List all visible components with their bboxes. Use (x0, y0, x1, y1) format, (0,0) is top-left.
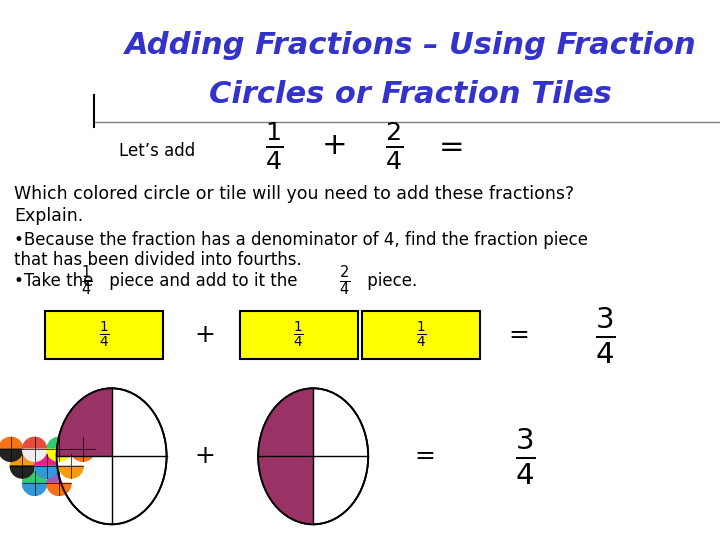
Circle shape (47, 437, 71, 461)
Wedge shape (10, 466, 35, 478)
Text: •Take the: •Take the (14, 272, 99, 290)
Text: +: + (195, 323, 215, 347)
FancyBboxPatch shape (45, 311, 163, 359)
Text: Let’s add: Let’s add (119, 142, 195, 160)
Text: +: + (195, 444, 215, 468)
Text: that has been divided into fourths.: that has been divided into fourths. (14, 251, 302, 269)
Text: Explain.: Explain. (14, 207, 84, 225)
FancyBboxPatch shape (240, 311, 358, 359)
Circle shape (71, 437, 95, 461)
Text: $\frac{2}{4}$: $\frac{2}{4}$ (338, 264, 350, 298)
Text: =: = (415, 444, 435, 468)
Text: •Because the fraction has a denominator of 4, find the fraction piece: •Because the fraction has a denominator … (14, 231, 588, 249)
Text: $\frac{3}{4}$: $\frac{3}{4}$ (516, 426, 536, 487)
Wedge shape (35, 466, 59, 478)
Text: $\frac{1}{4}$: $\frac{1}{4}$ (81, 264, 92, 298)
Text: $=$: $=$ (433, 131, 464, 160)
Text: $\frac{1}{4}$: $\frac{1}{4}$ (294, 320, 304, 350)
Text: =: = (508, 323, 528, 347)
Text: piece.: piece. (362, 272, 418, 290)
Text: Adding Fractions – Using Fraction: Adding Fractions – Using Fraction (125, 31, 696, 60)
Ellipse shape (258, 388, 368, 524)
Text: $\frac{3}{4}$: $\frac{3}{4}$ (595, 304, 615, 366)
Polygon shape (57, 388, 112, 456)
Text: Circles or Fraction Tiles: Circles or Fraction Tiles (209, 80, 612, 109)
Circle shape (35, 454, 59, 478)
FancyBboxPatch shape (362, 311, 480, 359)
Wedge shape (47, 449, 71, 461)
Circle shape (22, 471, 47, 495)
Circle shape (59, 454, 84, 478)
Text: $\frac{1}{4}$: $\frac{1}{4}$ (264, 120, 283, 172)
Circle shape (0, 437, 23, 461)
Wedge shape (59, 466, 84, 478)
Text: $+$: $+$ (321, 131, 346, 160)
Text: Which colored circle or tile will you need to add these fractions?: Which colored circle or tile will you ne… (14, 185, 575, 204)
Wedge shape (47, 483, 71, 495)
Polygon shape (258, 388, 313, 456)
Wedge shape (71, 449, 95, 461)
Ellipse shape (57, 388, 166, 524)
Text: piece and add to it the: piece and add to it the (104, 272, 298, 290)
Circle shape (22, 437, 47, 461)
Polygon shape (258, 456, 313, 524)
Circle shape (10, 454, 35, 478)
Text: $\frac{2}{4}$: $\frac{2}{4}$ (384, 120, 402, 172)
Wedge shape (22, 449, 47, 461)
Text: $\frac{1}{4}$: $\frac{1}{4}$ (99, 320, 109, 350)
Wedge shape (22, 483, 47, 495)
Circle shape (47, 471, 71, 495)
Wedge shape (0, 449, 23, 461)
Text: $\frac{1}{4}$: $\frac{1}{4}$ (416, 320, 426, 350)
